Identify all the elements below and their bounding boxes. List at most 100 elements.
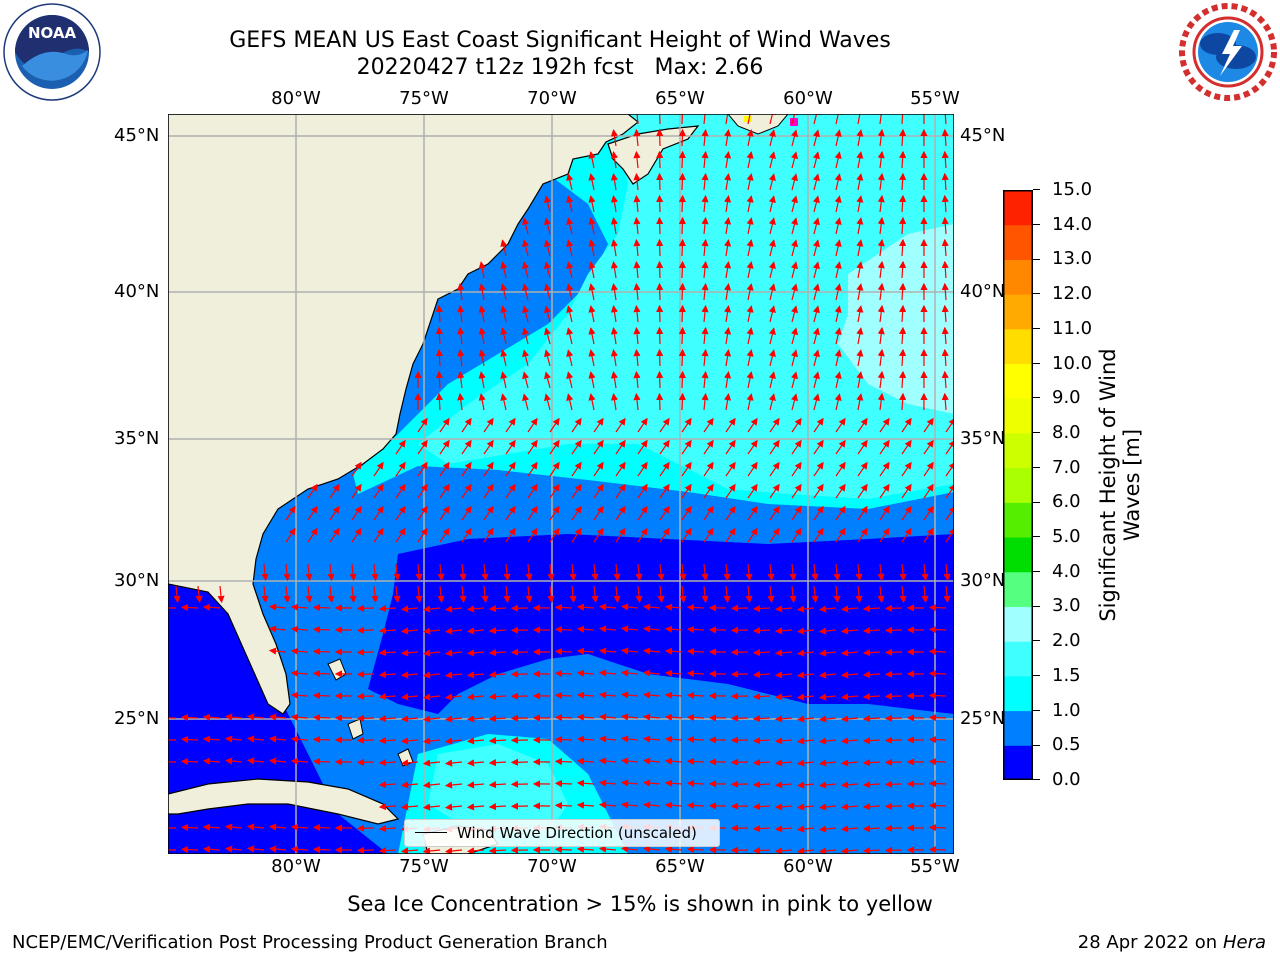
wind-arrow	[656, 370, 664, 389]
wind-arrow	[818, 847, 837, 854]
wind-arrow	[642, 603, 661, 611]
footer-date-text: 28 Apr 2022 on	[1077, 932, 1223, 953]
wind-arrow	[610, 283, 618, 301]
wind-arrow	[679, 563, 687, 582]
wind-arrow	[483, 483, 494, 499]
wind-arrow	[522, 371, 530, 389]
wind-arrow	[312, 625, 331, 634]
wind-arrow	[642, 757, 661, 765]
wind-arrow	[635, 563, 643, 582]
wind-arrow	[457, 304, 465, 323]
wind-arrow	[642, 801, 661, 809]
wind-arrow	[598, 801, 617, 809]
wind-arrow	[724, 283, 732, 301]
wind-arrow	[681, 417, 692, 433]
wind-arrow	[642, 691, 661, 699]
wind-arrow	[522, 305, 530, 323]
wind-arrow	[268, 823, 287, 831]
wind-arrow	[678, 128, 686, 147]
wind-arrow	[478, 393, 486, 411]
wind-arrow	[544, 261, 551, 279]
wind-arrow	[180, 603, 199, 612]
wind-arrow	[488, 847, 507, 854]
wind-arrow	[417, 461, 428, 477]
wind-arrow	[444, 737, 463, 745]
lat-label-left: 30°N	[114, 570, 160, 591]
wind-arrow	[941, 194, 949, 213]
wind-arrow	[856, 327, 864, 345]
wind-arrow	[813, 505, 824, 521]
wind-arrow	[746, 239, 754, 257]
wind-arrow	[457, 326, 465, 345]
wind-arrow	[943, 563, 951, 582]
wind-arrow	[417, 505, 428, 521]
wind-arrow	[610, 261, 618, 279]
colorbar-tick-label: 8.0	[1052, 421, 1081, 443]
wind-arrow	[549, 483, 560, 499]
wind-arrow	[884, 736, 903, 744]
wind-arrow	[768, 173, 776, 191]
wind-arrow	[701, 216, 709, 235]
wind-arrow	[701, 194, 709, 213]
wind-arrow	[818, 737, 837, 745]
wind-arrow	[879, 527, 890, 543]
wind-arrow	[202, 845, 221, 853]
wind-arrow	[466, 627, 485, 635]
colorbar-tick	[1033, 501, 1040, 503]
wind-arrow	[899, 392, 907, 411]
wind-arrow	[268, 735, 287, 743]
wind-arrow	[879, 483, 890, 499]
wind-arrow	[180, 735, 199, 744]
wind-arrow	[312, 735, 331, 744]
lon-label-top: 80°W	[271, 88, 321, 109]
wind-arrow	[378, 715, 397, 723]
wind-arrow	[224, 757, 243, 765]
wind-arrow	[701, 563, 709, 582]
wind-arrow	[701, 150, 709, 169]
wind-arrow	[478, 261, 486, 279]
wind-arrow	[505, 505, 516, 521]
wind-arrow	[444, 693, 463, 701]
wind-arrow	[724, 327, 732, 345]
wind-arrow	[481, 563, 489, 582]
wind-arrow	[349, 585, 357, 604]
wind-arrow	[290, 625, 309, 633]
wind-arrow	[818, 825, 837, 833]
wind-arrow	[664, 735, 683, 743]
wind-arrow	[444, 781, 463, 789]
wind-arrow	[461, 417, 472, 433]
wind-arrow	[899, 370, 907, 389]
wind-arrow	[588, 327, 596, 345]
wind-arrow	[261, 585, 269, 604]
wind-arrow	[202, 735, 221, 743]
wind-arrow	[862, 781, 881, 789]
wind-arrow	[877, 585, 885, 604]
wind-wave-arrows	[168, 114, 954, 854]
wind-arrow	[701, 304, 709, 323]
wind-arrow	[285, 527, 296, 543]
wind-arrow	[620, 801, 639, 809]
wind-arrow	[505, 461, 516, 477]
wind-arrow	[899, 585, 907, 604]
wind-arrow	[877, 326, 885, 345]
wind-arrow	[356, 758, 375, 766]
wind-arrow	[877, 194, 885, 213]
wave-band-2.0-3.0	[838, 224, 954, 414]
wind-arrow	[796, 715, 815, 723]
wind-arrow	[746, 327, 754, 345]
wind-arrow	[678, 114, 686, 125]
wind-arrow	[812, 371, 820, 389]
wind-arrow	[746, 261, 754, 279]
wind-arrow	[899, 150, 907, 169]
wind-arrow	[928, 648, 947, 656]
wind-arrow	[767, 563, 775, 582]
wind-arrow	[877, 238, 885, 257]
sea-ice-note: Sea Ice Concentration > 15% is shown in …	[347, 892, 933, 916]
wind-arrow	[791, 505, 802, 521]
wind-arrow	[483, 417, 494, 433]
wind-arrow	[500, 371, 508, 389]
wind-arrow	[598, 647, 617, 655]
wind-arrow	[505, 417, 516, 433]
lon-label-top: 55°W	[910, 88, 960, 109]
wind-arrow	[544, 217, 551, 235]
